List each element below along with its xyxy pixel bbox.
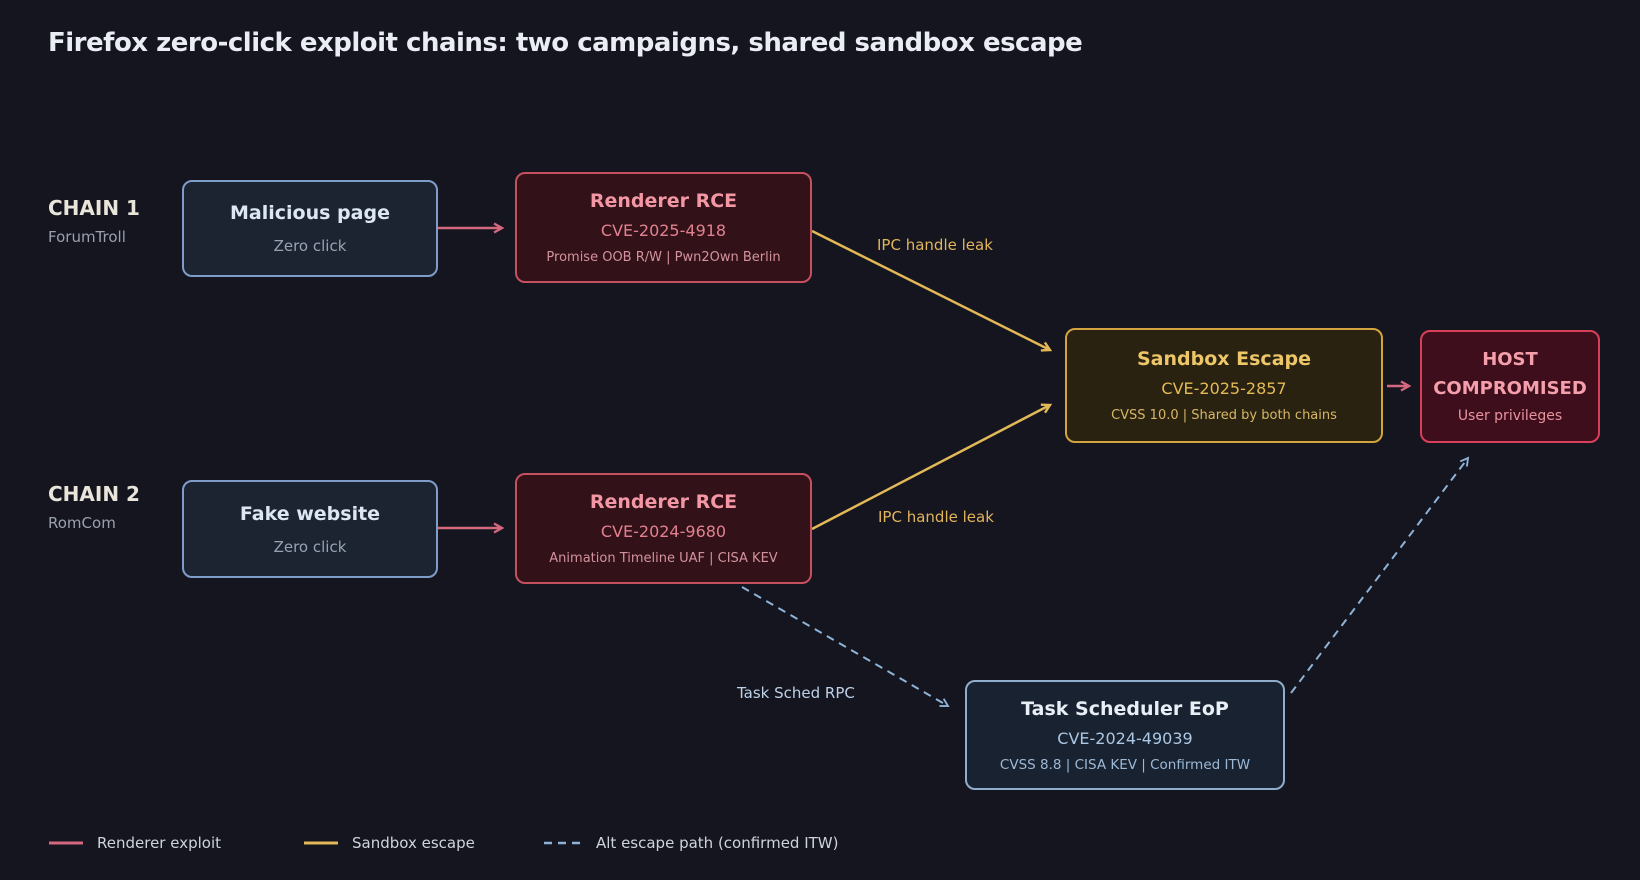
legend-swatch-alt-path-icon xyxy=(544,841,582,845)
node-title: Renderer RCE xyxy=(589,491,738,513)
chain2-label-group: CHAIN 2 RomCom xyxy=(48,482,140,533)
edge-label-ipc-handle-leak-1: IPC handle leak xyxy=(877,236,993,254)
edge-label-ipc-handle-leak-2: IPC handle leak xyxy=(878,508,994,526)
edge-taskscheduler-host xyxy=(1290,456,1470,694)
legend-item-alt-escape-path: Alt escape path (confirmed ITW) xyxy=(543,833,838,853)
node-cve: CVE-2024-49039 xyxy=(1057,728,1193,748)
node-title: Fake website xyxy=(239,502,381,525)
legend-label: Alt escape path (confirmed ITW) xyxy=(596,834,839,852)
chain1-label: CHAIN 1 xyxy=(48,196,140,220)
node-cve: CVE-2025-4918 xyxy=(600,221,727,240)
node-title: Sandbox Escape xyxy=(1136,348,1311,370)
node-subtitle: Zero click xyxy=(273,537,347,556)
node-malicious-page: Malicious page Zero click xyxy=(182,180,438,277)
chain2-label: CHAIN 2 xyxy=(48,482,140,506)
legend-item-sandbox-escape: Sandbox escape xyxy=(303,833,475,853)
edge-chain1-sandbox xyxy=(811,229,1053,352)
node-title: Malicious page xyxy=(230,202,390,224)
node-title: Task Scheduler EoP xyxy=(1021,697,1229,720)
edge-renderer2-taskscheduler xyxy=(741,586,950,707)
node-detail: CVSS 10.0 | Shared by both chains xyxy=(1111,408,1337,423)
node-detail: Promise OOB R/W | Pwn2Own Berlin xyxy=(546,250,781,265)
page-title: Firefox zero-click exploit chains: two c… xyxy=(48,28,1083,58)
node-title: HOST xyxy=(1482,348,1538,370)
node-subtitle: User privileges xyxy=(1457,407,1563,424)
chain1-campaign: ForumTroll xyxy=(48,228,126,246)
node-title-line2: COMPROMISED xyxy=(1433,377,1587,399)
node-title: Renderer RCE xyxy=(589,190,738,212)
legend-item-renderer-exploit: Renderer exploit xyxy=(48,833,221,853)
legend-swatch-sandbox-icon xyxy=(304,841,338,845)
chain2-campaign: RomCom xyxy=(48,514,116,532)
node-cve: CVE-2024-9680 xyxy=(600,522,727,541)
legend-label: Renderer exploit xyxy=(97,834,221,852)
node-task-scheduler-eop: Task Scheduler EoP CVE-2024-49039 CVSS 8… xyxy=(965,680,1285,790)
node-cve: CVE-2025-2857 xyxy=(1161,379,1287,398)
node-detail: Animation Timeline UAF | CISA KEV xyxy=(549,551,778,566)
node-detail: CVSS 8.8 | CISA KEV | Confirmed ITW xyxy=(999,756,1251,773)
node-fake-website: Fake website Zero click xyxy=(182,480,438,578)
node-subtitle: Zero click xyxy=(273,237,347,255)
legend-swatch-renderer-icon xyxy=(49,841,83,845)
node-sandbox-escape: Sandbox Escape CVE-2025-2857 CVSS 10.0 |… xyxy=(1065,328,1383,443)
node-host-compromised: HOST COMPROMISED User privileges xyxy=(1420,330,1600,443)
node-renderer-rce-1: Renderer RCE CVE-2025-4918 Promise OOB R… xyxy=(515,172,812,283)
edge-label-task-sched-rpc: Task Sched RPC xyxy=(737,684,855,702)
edge-chain2-sandbox xyxy=(811,403,1053,531)
legend-label: Sandbox escape xyxy=(352,834,475,852)
chain1-label-group: CHAIN 1 ForumTroll xyxy=(48,196,140,247)
node-renderer-rce-2: Renderer RCE CVE-2024-9680 Animation Tim… xyxy=(515,473,812,584)
